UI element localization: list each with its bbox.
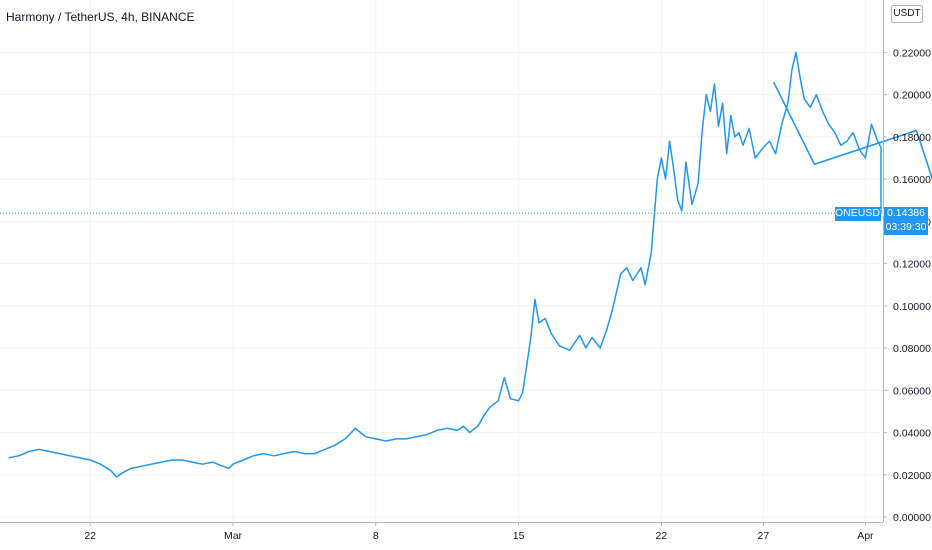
x-tick-label: 22 — [84, 530, 96, 542]
y-tick-label: 0.20000 — [893, 90, 931, 102]
y-tick-label: 0.04000 — [893, 428, 931, 440]
y-tick-label: 0.08000 — [893, 343, 931, 355]
trend-arrow-annotation[interactable] — [772, 81, 932, 211]
x-tick-label: Apr — [857, 530, 874, 542]
currency-unit-badge[interactable]: USDT — [891, 5, 923, 23]
x-tick-label: 8 — [373, 530, 379, 542]
x-tick-label: 15 — [513, 530, 525, 542]
last-price-tag: 0.14386 — [884, 207, 928, 221]
grid-lines — [0, 0, 883, 522]
symbol-tag: ONEUSDT — [835, 207, 887, 221]
y-tick-label: 0.16000 — [893, 174, 931, 186]
y-tick-label: 0.06000 — [893, 385, 931, 397]
y-tick-label: 0.12000 — [893, 259, 931, 271]
y-tick-label: 0.18000 — [893, 132, 931, 144]
y-tick-label: 0.10000 — [893, 301, 931, 313]
y-axis[interactable]: 0.00000 0.02000 0.04000 0.06000 0.08000 0.100… — [883, 47, 931, 524]
chart-title: Harmony / TetherUS, 4h, BINANCE — [6, 10, 195, 24]
x-tick-label: 27 — [758, 530, 770, 542]
y-tick-label: 0.00000 — [893, 512, 931, 524]
y-tick-label: 0.22000 — [893, 47, 931, 59]
annotation-stroke[interactable] — [772, 81, 932, 211]
x-axis[interactable]: 22Mar8152227Apr61219 — [84, 522, 932, 542]
y-tick-label: 0.02000 — [893, 470, 931, 482]
bar-countdown-tag: 03:39:30 — [884, 221, 928, 235]
x-tick-label: 22 — [656, 530, 668, 542]
x-tick-label: Mar — [224, 530, 243, 542]
price-series-line — [8, 51, 882, 478]
